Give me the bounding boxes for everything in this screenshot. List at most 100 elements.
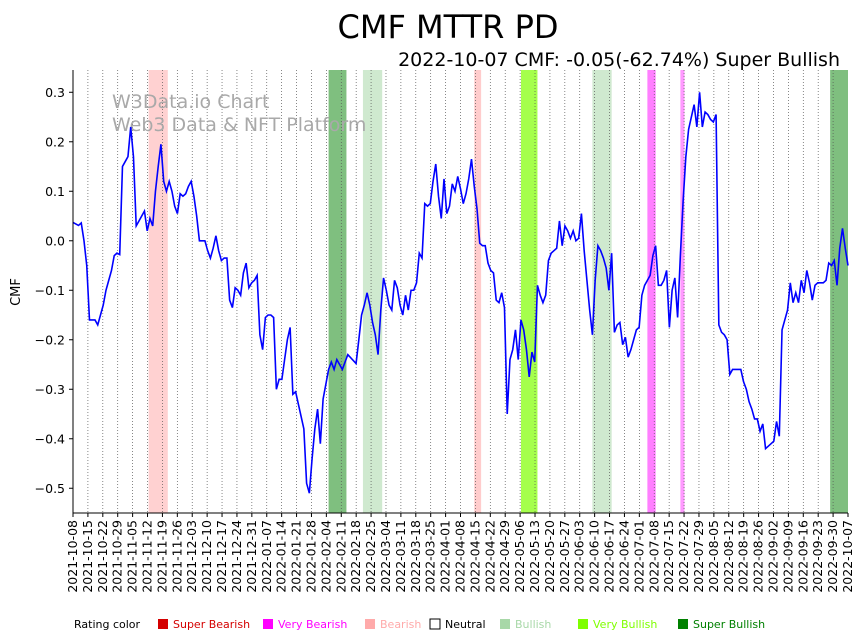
x-tick-label: 2022-09-16 [795,520,810,593]
legend-swatch-very-bearish [263,619,273,629]
x-tick-label: 2022-05-27 [557,520,572,593]
legend-swatch-bearish [365,619,375,629]
x-tick-label: 2022-01-14 [274,520,289,593]
x-tick-label: 2021-10-29 [110,520,125,593]
x-tick-label: 2022-02-04 [318,520,333,593]
y-tick-label: 0.0 [45,233,65,248]
legend-label-super-bearish: Super Bearish [173,618,250,631]
legend-label: Rating color [74,618,141,631]
x-tick-label: 2022-09-02 [765,520,780,593]
legend-swatch-very-bullish [578,619,588,629]
rating-band-super-bullish [328,70,347,513]
x-tick-label: 2022-01-21 [289,520,304,593]
x-tick-label: 2022-01-07 [259,520,274,593]
x-tick-label: 2022-05-20 [542,520,557,593]
x-tick-label: 2021-12-03 [184,520,199,593]
x-tick-label: 2022-09-30 [825,520,840,593]
x-tick-label: 2022-07-15 [661,520,676,593]
rating-band-super-bullish [830,70,848,513]
x-tick-label: 2022-08-26 [751,520,766,593]
x-tick-label: 2022-06-03 [572,520,587,593]
x-tick-label: 2022-07-01 [631,520,646,593]
rating-band-very-bearish [680,70,685,513]
x-tick-label: 2021-10-15 [80,520,95,593]
legend-label-super-bullish: Super Bullish [693,618,765,631]
legend-swatch-neutral [429,618,441,630]
x-tick-label: 2021-11-26 [169,520,184,593]
y-tick-label: 0.2 [45,134,65,149]
x-tick-label: 2021-12-31 [244,520,259,593]
rating-band-bearish [474,70,482,513]
x-tick-label: 2022-02-11 [333,520,348,593]
y-tick-label: −0.4 [35,431,65,446]
legend-label-very-bearish: Very Bearish [278,618,347,631]
legend-swatch-super-bullish [678,619,688,629]
watermark-line-2: Web3 Data & NFT Platform [112,114,366,136]
x-tick-label: 2022-01-28 [303,520,318,593]
chart-title: CMF MTTR PD [337,8,558,46]
x-tick-label: 2022-10-07 [840,520,855,593]
legend-label-very-bullish: Very Bullish [593,618,657,631]
y-tick-label: −0.2 [35,332,65,347]
x-tick-label: 2022-05-13 [527,520,542,593]
x-ticks: 2021-10-08 2021-10-15 2021-10-22 2021-10-29… [65,513,855,593]
chart-subtitle: 2022-10-07 CMF: -0.05(-62.74%) Super Bul… [398,49,840,71]
x-tick-label: 2022-03-25 [423,520,438,593]
vertical-gridlines [87,70,834,513]
x-tick-label: 2022-06-10 [587,520,602,593]
rating-band-bullish [592,70,612,513]
rating-band-very-bearish [647,70,656,513]
legend-label-neutral: Neutral [445,618,486,631]
x-tick-label: 2022-04-15 [467,520,482,593]
legend-label-bullish: Bullish [515,618,551,631]
x-tick-label: 2021-12-17 [214,520,229,593]
y-tick-label: 0.1 [45,184,65,199]
x-tick-label: 2021-12-24 [229,520,244,593]
legend-swatch-super-bearish [158,619,168,629]
x-tick-label: 2021-10-22 [95,520,110,593]
legend-items: Super Bearish Very Bearish Bearish Neutral B… [158,618,765,631]
cmf-series-line [72,92,849,494]
rating-band-very-bullish [520,70,538,513]
watermark: W3Data.io Chart Web3 Data & NFT Platform [112,91,366,136]
legend-label-bearish: Bearish [380,618,421,631]
x-tick-label: 2022-04-01 [438,520,453,593]
x-tick-label: 2022-06-17 [602,520,617,593]
legend: Rating color Super Bearish Very Bearish Be… [74,618,765,631]
x-tick-label: 2021-10-08 [65,520,80,593]
x-tick-label: 2021-12-10 [199,520,214,593]
x-tick-label: 2021-11-12 [140,520,155,593]
watermark-line-1: W3Data.io Chart [112,91,269,113]
legend-swatch-bullish [500,619,510,629]
x-tick-label: 2022-04-22 [482,520,497,593]
rating-band-bearish [148,70,168,513]
x-tick-label: 2022-07-22 [676,520,691,593]
x-tick-label: 2022-07-08 [646,520,661,593]
x-tick-label: 2022-06-24 [616,520,631,593]
y-tick-label: −0.5 [35,481,65,496]
x-tick-label: 2022-02-25 [363,520,378,593]
x-tick-label: 2022-05-06 [512,520,527,593]
y-ticks: 0.3 0.2 0.1 0.0 −0.1 −0.2 −0.3 −0.4 −0.5 [35,85,73,496]
x-tick-label: 2022-08-12 [721,520,736,593]
x-tick-label: 2022-04-29 [497,520,512,593]
rating-bands [148,70,848,513]
x-tick-label: 2022-03-11 [393,520,408,593]
x-tick-label: 2021-11-05 [125,520,140,593]
y-tick-label: −0.1 [35,283,65,298]
y-tick-label: 0.3 [45,85,65,100]
x-tick-label: 2022-03-04 [378,520,393,593]
x-tick-label: 2022-07-29 [691,520,706,593]
x-tick-label: 2022-08-05 [706,520,721,593]
x-tick-label: 2021-11-19 [154,520,169,593]
x-tick-label: 2022-09-23 [810,520,825,593]
x-tick-label: 2022-02-18 [348,520,363,593]
x-tick-label: 2022-04-08 [453,520,468,593]
y-tick-label: −0.3 [35,382,65,397]
x-tick-label: 2022-08-19 [736,520,751,593]
rating-band-bullish [362,70,383,513]
x-tick-label: 2022-09-09 [780,520,795,593]
y-axis-label: CMF [9,278,24,306]
x-tick-label: 2022-03-18 [408,520,423,593]
